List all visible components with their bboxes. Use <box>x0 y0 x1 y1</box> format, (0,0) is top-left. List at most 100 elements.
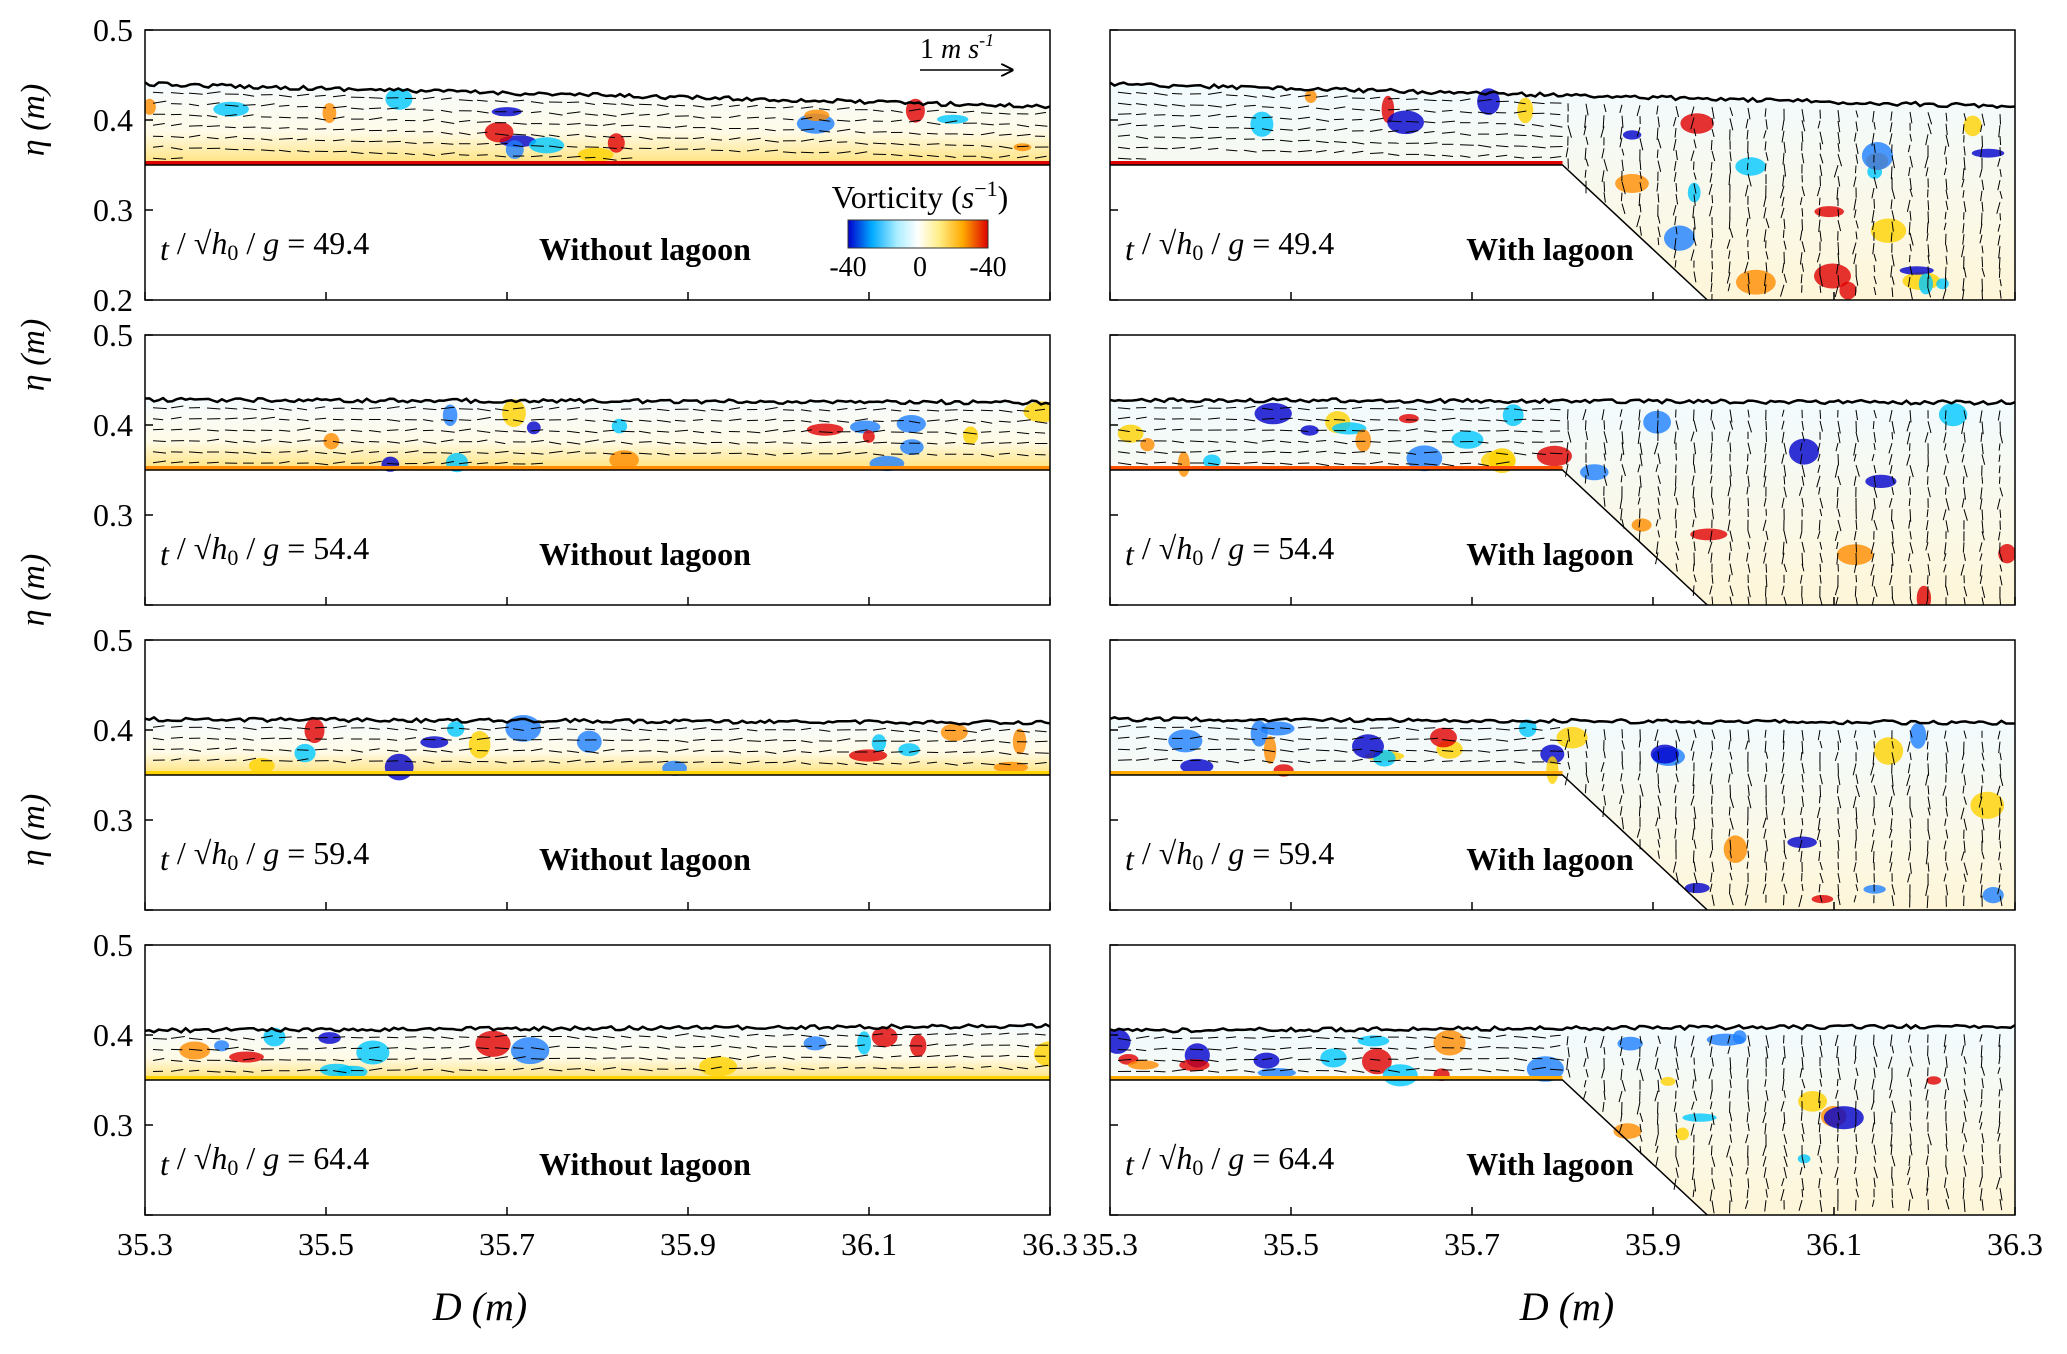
velocity-vector <box>1873 143 1876 153</box>
velocity-vector <box>1999 862 2002 871</box>
velocity-vector <box>1763 207 1767 219</box>
velocity-vector <box>1654 1057 1659 1070</box>
velocity-vector <box>1927 1166 1930 1178</box>
velocity-vector <box>1999 763 2002 776</box>
velocity-vector <box>1999 752 2002 761</box>
velocity-vector <box>1801 208 1804 217</box>
velocity-vector <box>1655 1134 1659 1147</box>
velocity-vector <box>1639 138 1644 151</box>
velocity-vector <box>1765 861 1768 871</box>
velocity-vector <box>1423 419 1436 422</box>
velocity-vector <box>1656 149 1659 158</box>
velocity-vector <box>1653 442 1659 455</box>
velocity-vector <box>1926 730 1929 741</box>
velocity-vector <box>1171 748 1183 750</box>
free-surface <box>145 715 1050 726</box>
velocity-vector <box>1691 475 1695 486</box>
velocity-vector <box>1873 253 1877 262</box>
velocity-vector <box>1495 145 1509 148</box>
velocity-vector <box>764 149 779 152</box>
velocity-vector <box>368 748 380 751</box>
velocity-vector <box>1477 144 1492 148</box>
velocity-vector <box>1927 1056 1931 1065</box>
velocity-vector <box>656 408 670 412</box>
velocity-vector <box>1747 850 1750 858</box>
velocity-vector <box>1762 1156 1767 1167</box>
velocity-vector <box>224 407 238 410</box>
vorticity-patch <box>1865 474 1897 488</box>
velocity-vector <box>1999 553 2003 562</box>
velocity-vector <box>1729 1101 1731 1113</box>
velocity-vector <box>1962 476 1965 485</box>
velocity-vector <box>476 737 491 740</box>
velocity-vector <box>1153 748 1168 751</box>
velocity-vector <box>1709 172 1713 183</box>
velocity-vector <box>1728 828 1731 837</box>
velocity-vector <box>890 110 903 113</box>
velocity-vector <box>296 407 308 411</box>
velocity-vector <box>1855 1089 1859 1100</box>
velocity-vector <box>710 409 724 412</box>
bed-shear-layer <box>145 466 1050 470</box>
velocity-vector <box>1818 519 1821 531</box>
velocity-vector <box>350 407 364 410</box>
velocity-vector <box>1891 553 1894 566</box>
velocity-vector <box>386 129 398 132</box>
velocity-vector <box>1801 784 1805 793</box>
velocity-vector <box>1837 219 1842 232</box>
velocity-vector <box>1315 95 1328 98</box>
velocity-vector <box>1891 1100 1896 1113</box>
velocity-vector <box>1477 111 1492 115</box>
velocity-vector <box>1926 752 1929 761</box>
velocity-vector <box>1135 747 1147 750</box>
velocity-vector <box>998 112 1011 115</box>
velocity-vector <box>800 727 812 731</box>
velocity-vector <box>728 137 741 140</box>
velocity-vector <box>1926 531 1929 543</box>
velocity-vector <box>1639 442 1643 456</box>
velocity-vector <box>1620 508 1623 521</box>
velocity-vector <box>1600 1035 1605 1049</box>
velocity-vector <box>1836 541 1839 550</box>
velocity-vector <box>1709 585 1713 595</box>
velocity-vector <box>1979 575 1983 584</box>
velocity-vector <box>1817 729 1821 741</box>
velocity-vector <box>1189 440 1204 443</box>
vorticity-patch <box>1263 736 1277 764</box>
velocity-vector <box>152 1038 168 1040</box>
velocity-vector <box>1873 1166 1878 1179</box>
velocity-vector <box>1746 828 1749 839</box>
velocity-vector <box>1799 252 1803 265</box>
velocity-vector <box>1693 194 1696 206</box>
velocity-vector <box>314 128 327 130</box>
velocity-vector <box>152 123 165 126</box>
velocity-vector <box>1387 153 1400 156</box>
velocity-vector <box>242 1037 255 1041</box>
free-surface <box>1110 81 2015 109</box>
velocity-vector <box>1171 1048 1185 1051</box>
velocity-vector <box>1962 278 1965 291</box>
velocity-vector <box>1477 1069 1492 1073</box>
velocity-vector <box>800 452 813 455</box>
velocity-vector <box>242 93 255 97</box>
velocity-vector <box>1783 464 1787 477</box>
velocity-vector <box>1387 440 1402 443</box>
velocity-vector <box>1819 552 1823 563</box>
velocity-vector <box>314 406 326 409</box>
velocity-vector <box>584 439 599 443</box>
velocity-vector <box>1675 183 1678 192</box>
velocity-vector <box>1711 740 1714 751</box>
velocity-vector <box>980 728 992 731</box>
velocity-vector <box>530 1067 544 1071</box>
velocity-vector <box>1692 453 1695 465</box>
free-surface <box>145 1022 1050 1034</box>
velocity-vector <box>1709 1189 1713 1202</box>
velocity-vector <box>494 1056 508 1060</box>
velocity-vector <box>1943 840 1947 850</box>
vorticity-patch <box>1398 414 1419 424</box>
velocity-vector <box>1585 158 1589 167</box>
velocity-vector <box>278 418 290 421</box>
velocity-vector <box>1620 1112 1623 1122</box>
velocity-vector <box>422 109 434 111</box>
velocity-vector <box>1709 1090 1713 1100</box>
